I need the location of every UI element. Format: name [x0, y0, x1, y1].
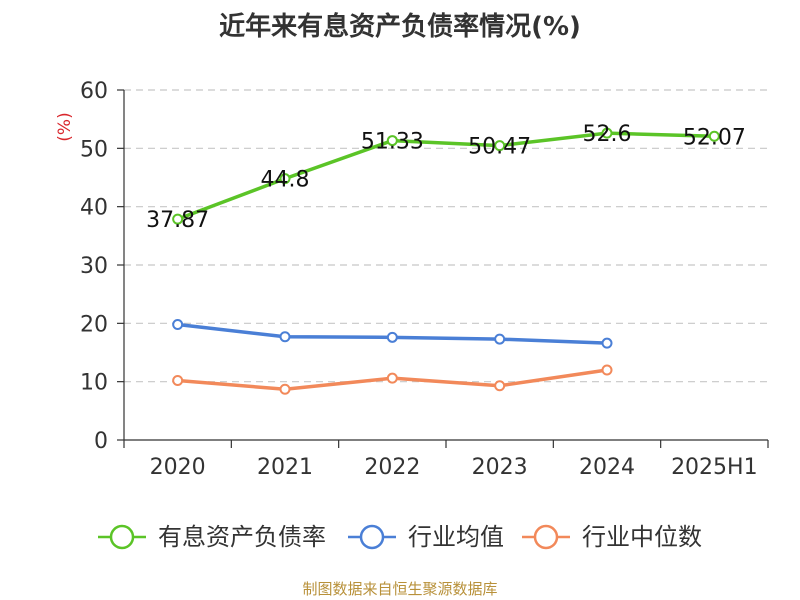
y-tick-label: 30: [80, 254, 108, 279]
source-footer: 制图数据来自恒生聚源数据库: [302, 580, 498, 598]
legend-marker: [359, 524, 385, 550]
data-point: [601, 337, 613, 349]
x-tick-label: 2020: [150, 455, 206, 480]
y-tick-label: 0: [94, 429, 108, 454]
y-tick-label: 60: [80, 79, 108, 104]
y-axis-label: (%): [55, 112, 75, 141]
legend-marker: [109, 524, 135, 550]
data-point: [386, 372, 398, 384]
data-label: 44.8: [261, 168, 310, 193]
x-tick-label: 2022: [364, 455, 420, 480]
data-point: [386, 331, 398, 343]
data-point: [279, 331, 291, 343]
y-tick-label: 10: [80, 371, 108, 396]
data-point: [172, 319, 184, 330]
x-tick-label: 2025H1: [671, 455, 758, 480]
data-point: [601, 364, 613, 376]
chart-title: 近年来有息资产负债率情况(%): [219, 12, 581, 42]
x-tick-label: 2021: [257, 455, 313, 480]
y-tick-label: 20: [80, 312, 108, 337]
legend-label: 有息资产负债率: [158, 523, 326, 551]
data-point: [494, 140, 506, 152]
data-point: [494, 333, 506, 345]
data-point: [386, 135, 398, 147]
series-line: [177, 131, 715, 221]
data-point: [494, 380, 506, 392]
data-label: 37.87: [146, 208, 209, 233]
data-label: 52.6: [583, 122, 632, 147]
x-tick-label: 2023: [472, 455, 528, 480]
data-point: [601, 127, 613, 139]
legend-label: 行业中位数: [582, 523, 702, 551]
legend-label: 行业均值: [408, 523, 504, 551]
legend-marker: [533, 524, 559, 550]
data-point: [279, 383, 291, 395]
data-label: 51.33: [361, 130, 424, 155]
y-tick-label: 50: [80, 137, 108, 162]
y-tick-label: 40: [80, 196, 108, 221]
data-point: [279, 173, 291, 185]
data-point: [172, 213, 184, 225]
data-label: 50.47: [468, 135, 531, 160]
data-label: 52.07: [683, 125, 746, 150]
data-point: [708, 130, 720, 142]
data-point: [172, 375, 184, 386]
x-tick-label: 2024: [579, 455, 635, 480]
